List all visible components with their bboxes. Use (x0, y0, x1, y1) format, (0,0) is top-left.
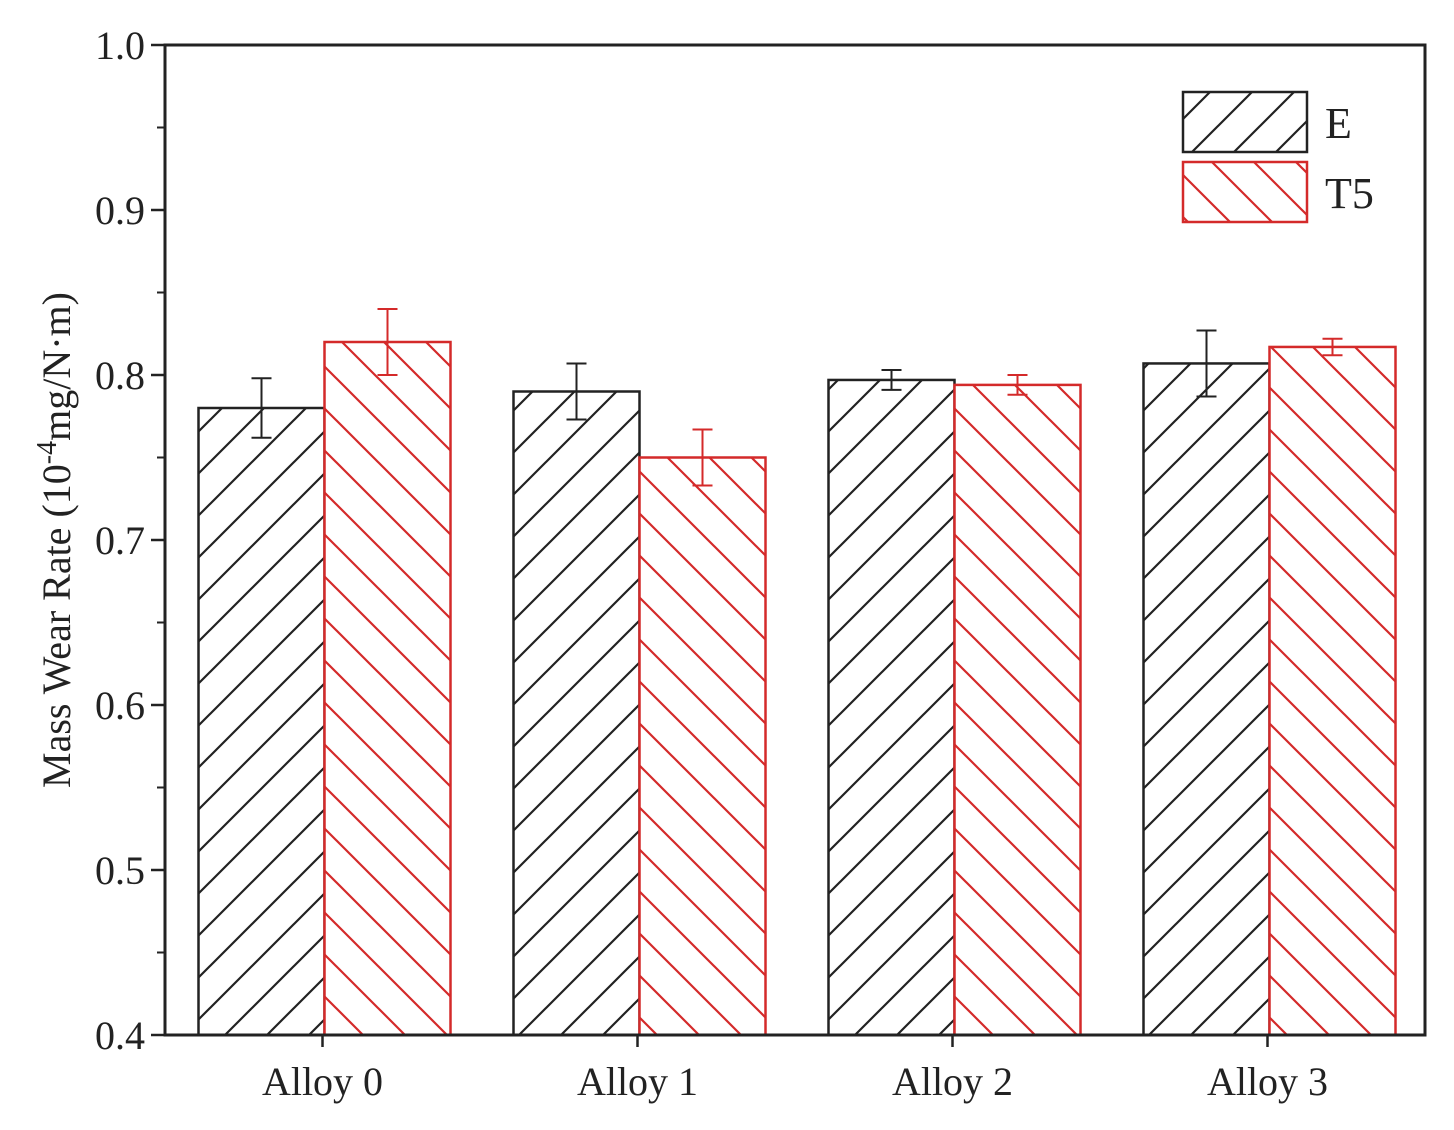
x-axis: Alloy 0 Alloy 1 Alloy 2 Alloy 3 (262, 1035, 1328, 1104)
bar-t5-alloy-0 (323, 340, 452, 1037)
y-tick-label-3: 0.7 (95, 518, 145, 563)
legend-swatch-e (1181, 90, 1309, 154)
bar-t5-alloy-2 (953, 383, 1082, 1037)
bars-layer (197, 340, 1397, 1037)
error-bar-e-alloy-0 (251, 377, 272, 439)
y-tick-label-5: 0.9 (95, 188, 145, 233)
error-bar-t5-alloy-2 (1007, 374, 1028, 396)
x-tick-label-2: Alloy 2 (892, 1059, 1013, 1104)
y-tick-label-0: 0.4 (95, 1013, 145, 1058)
legend-swatch-t5 (1181, 160, 1309, 224)
x-tick-label-0: Alloy 0 (262, 1059, 383, 1104)
y-axis: 0.4 0.5 0.6 0.7 0.8 0.9 1.0 (95, 23, 165, 1058)
error-bar-t5-alloy-3 (1322, 337, 1343, 357)
y-axis-title-unit: mg/N·m) (34, 292, 79, 441)
error-bars-layer (251, 308, 1343, 487)
error-bar-e-alloy-1 (566, 362, 587, 421)
bar-e-alloy-3 (1142, 362, 1271, 1037)
y-tick-label-4: 0.8 (95, 353, 145, 398)
y-tick-label-1: 0.5 (95, 848, 145, 893)
y-axis-title-exponent: -4 (32, 441, 63, 464)
y-axis-title-main: Mass Wear Rate (10 (34, 464, 79, 788)
y-axis-title: Mass Wear Rate (10-4mg/N·m) (32, 292, 79, 788)
bar-t5-alloy-1 (638, 456, 767, 1037)
bar-e-alloy-1 (512, 390, 641, 1037)
error-bar-e-alloy-2 (881, 369, 902, 391)
bar-e-alloy-2 (827, 378, 956, 1037)
y-tick-label-6: 1.0 (95, 23, 145, 68)
x-tick-label-1: Alloy 1 (577, 1059, 698, 1104)
error-bar-e-alloy-3 (1196, 329, 1217, 398)
legend: E T5 (1181, 90, 1374, 224)
bar-t5-alloy-3 (1268, 345, 1397, 1037)
legend-label-e: E (1325, 99, 1352, 148)
y-tick-label-2: 0.6 (95, 683, 145, 728)
x-tick-label-3: Alloy 3 (1207, 1059, 1328, 1104)
bar-e-alloy-0 (197, 406, 326, 1037)
error-bar-t5-alloy-0 (377, 308, 398, 376)
error-bar-t5-alloy-1 (692, 428, 713, 487)
legend-label-t5: T5 (1325, 169, 1374, 218)
